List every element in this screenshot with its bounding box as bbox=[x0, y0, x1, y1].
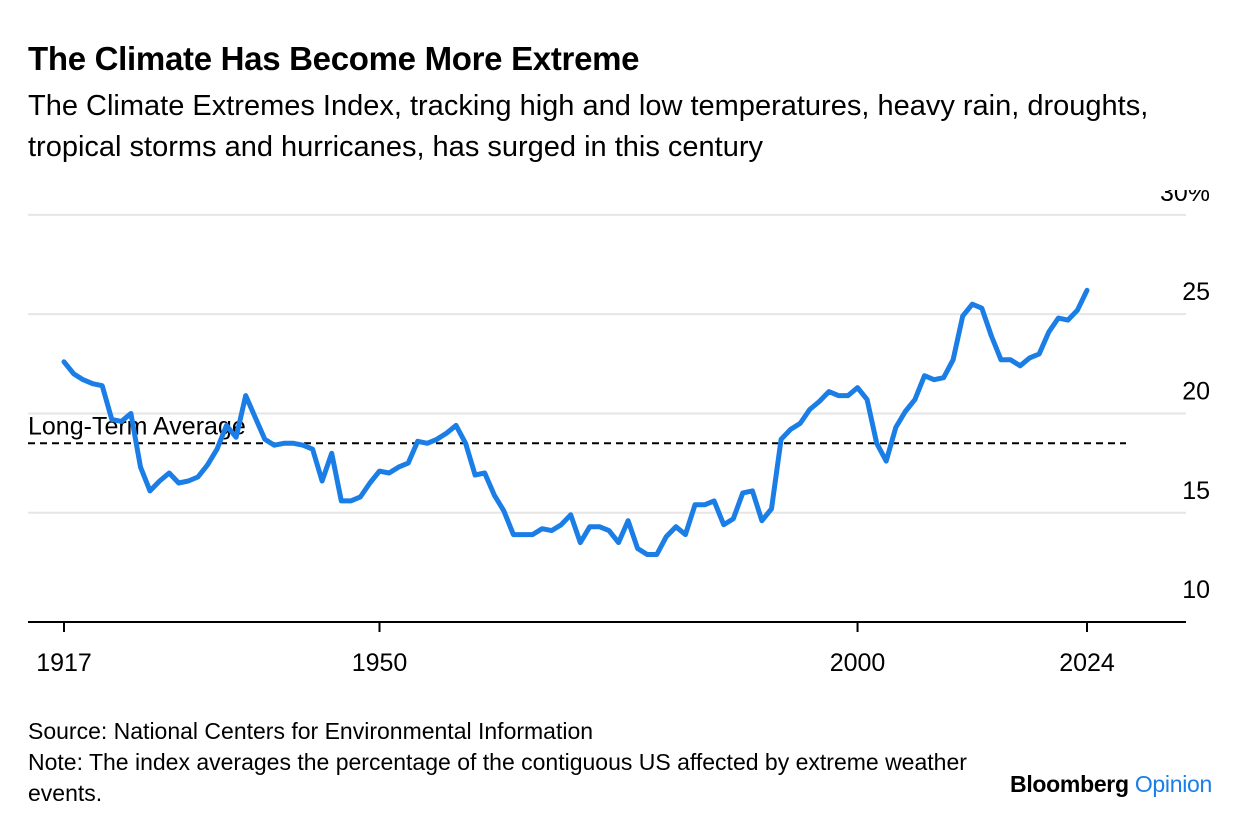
chart-title: The Climate Has Become More Extreme bbox=[28, 40, 640, 77]
series-line bbox=[61, 287, 1090, 557]
x-axis-labels: 1917 1950 2000 2024 bbox=[36, 649, 1115, 677]
x-tick-label: 1950 bbox=[352, 649, 408, 677]
footnote: Note: The index averages the percentage … bbox=[28, 749, 967, 806]
reference-line-group: Long-Term Average bbox=[28, 412, 1126, 445]
series-group bbox=[61, 287, 1090, 557]
y-tick-label: 25 bbox=[1182, 278, 1210, 306]
line-chart: Long-Term Average 10 15 20 25 30% 1917 1950 20… bbox=[28, 190, 1210, 677]
x-axis bbox=[28, 621, 1186, 632]
gridlines bbox=[28, 213, 1186, 514]
y-axis-labels: 10 15 20 25 30% bbox=[1160, 190, 1210, 604]
footer: Source: National Centers for Environment… bbox=[28, 716, 968, 809]
brand-logo: Bloomberg Opinion bbox=[1010, 771, 1212, 798]
chart-subtitle: The Climate Extremes Index, tracking hig… bbox=[28, 90, 1149, 163]
brand-section: Opinion bbox=[1134, 771, 1212, 797]
y-tick-label: 10 bbox=[1182, 576, 1210, 604]
source-note: Source: National Centers for Environment… bbox=[28, 718, 594, 744]
y-tick-label: 20 bbox=[1182, 377, 1210, 405]
y-tick-label: 15 bbox=[1182, 477, 1210, 505]
x-tick-label: 1917 bbox=[36, 649, 92, 677]
y-tick-label: 30% bbox=[1160, 190, 1210, 207]
x-tick-label: 2024 bbox=[1059, 649, 1115, 677]
brand-name: Bloomberg bbox=[1010, 771, 1129, 797]
x-tick-label: 2000 bbox=[830, 649, 886, 677]
